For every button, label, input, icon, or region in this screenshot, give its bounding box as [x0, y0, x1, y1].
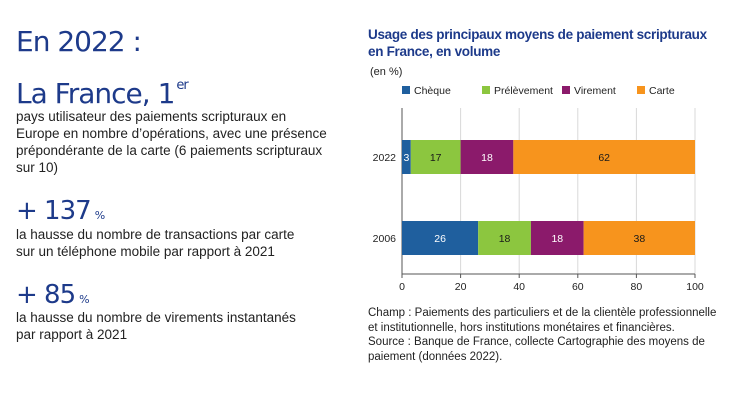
x-tick-label: 100	[686, 281, 704, 293]
bar-chèque-2006	[402, 221, 479, 255]
chart-note: Champ : Paiements des particuliers et de…	[368, 306, 718, 364]
rank-main: La France, 1	[16, 77, 175, 110]
legend-label: Chèque	[414, 85, 451, 97]
legend-swatch-chèque	[402, 86, 410, 94]
stat1-unit: %	[94, 209, 106, 222]
stat2-unit: %	[79, 293, 90, 306]
data-label: 18	[551, 233, 563, 245]
note-scope: Champ : Paiements des particuliers et de…	[368, 307, 717, 334]
page-heading: En 2022 :	[16, 25, 142, 58]
x-tick-label: 60	[572, 281, 584, 293]
legend-swatch-prélèvement	[482, 86, 490, 94]
x-tick-label: 80	[631, 281, 643, 293]
bar-virement-2022	[460, 140, 514, 174]
bar-prélèvement-2022	[410, 140, 461, 174]
legend-swatch-virement	[562, 86, 570, 94]
legend-swatch-carte	[637, 86, 645, 94]
data-label: 62	[598, 152, 610, 164]
stat-card-instant-value: + 85%	[16, 282, 90, 308]
bar-prélèvement-2006	[478, 221, 531, 255]
data-label: 18	[481, 152, 493, 164]
bar-carte-2022	[513, 140, 695, 174]
rank-description: pays utilisateur des paiements scriptura…	[16, 109, 327, 175]
x-tick-label: 0	[399, 281, 405, 293]
data-label: 38	[633, 233, 645, 245]
key-figures-panel: En 2022 : La France, 1 er pays utilisateu…	[0, 0, 350, 410]
rank-headline: La France, 1 er	[16, 77, 189, 110]
stat2-number: + 85	[16, 280, 76, 310]
data-label: 3	[403, 152, 409, 164]
bar-virement-2006	[530, 221, 584, 255]
category-label: 2022	[373, 152, 397, 164]
x-tick-label: 20	[455, 281, 467, 293]
bar-carte-2006	[583, 221, 695, 255]
data-label: 18	[499, 233, 511, 245]
category-label: 2006	[373, 233, 397, 245]
rank-superscript: er	[176, 78, 188, 93]
data-label: 26	[434, 233, 446, 245]
stat-card-instant-text: la hausse du nombre de virements instant…	[16, 310, 296, 342]
stat-card-mobile-text: la hausse du nombre de transactions par …	[16, 227, 295, 259]
stacked-bar-chart: Chèque Prélèvement Virement Carte 0 20 40 60 80 1…	[373, 85, 704, 293]
x-tick-label: 40	[513, 281, 525, 293]
stat-card-mobile-value: + 137%	[16, 198, 105, 224]
legend-label: Prélèvement	[494, 85, 553, 97]
legend-label: Carte	[649, 85, 675, 97]
legend-label: Virement	[574, 85, 616, 97]
chart-unit-label: (en %)	[370, 66, 403, 78]
stat1-number: + 137	[16, 196, 92, 226]
bar-chèque-2022	[402, 140, 411, 174]
data-label: 17	[430, 152, 442, 164]
chart-title: Usage des principaux moyens de paiement …	[368, 27, 707, 59]
note-source: Source : Banque de France, collecte Cart…	[368, 336, 705, 363]
